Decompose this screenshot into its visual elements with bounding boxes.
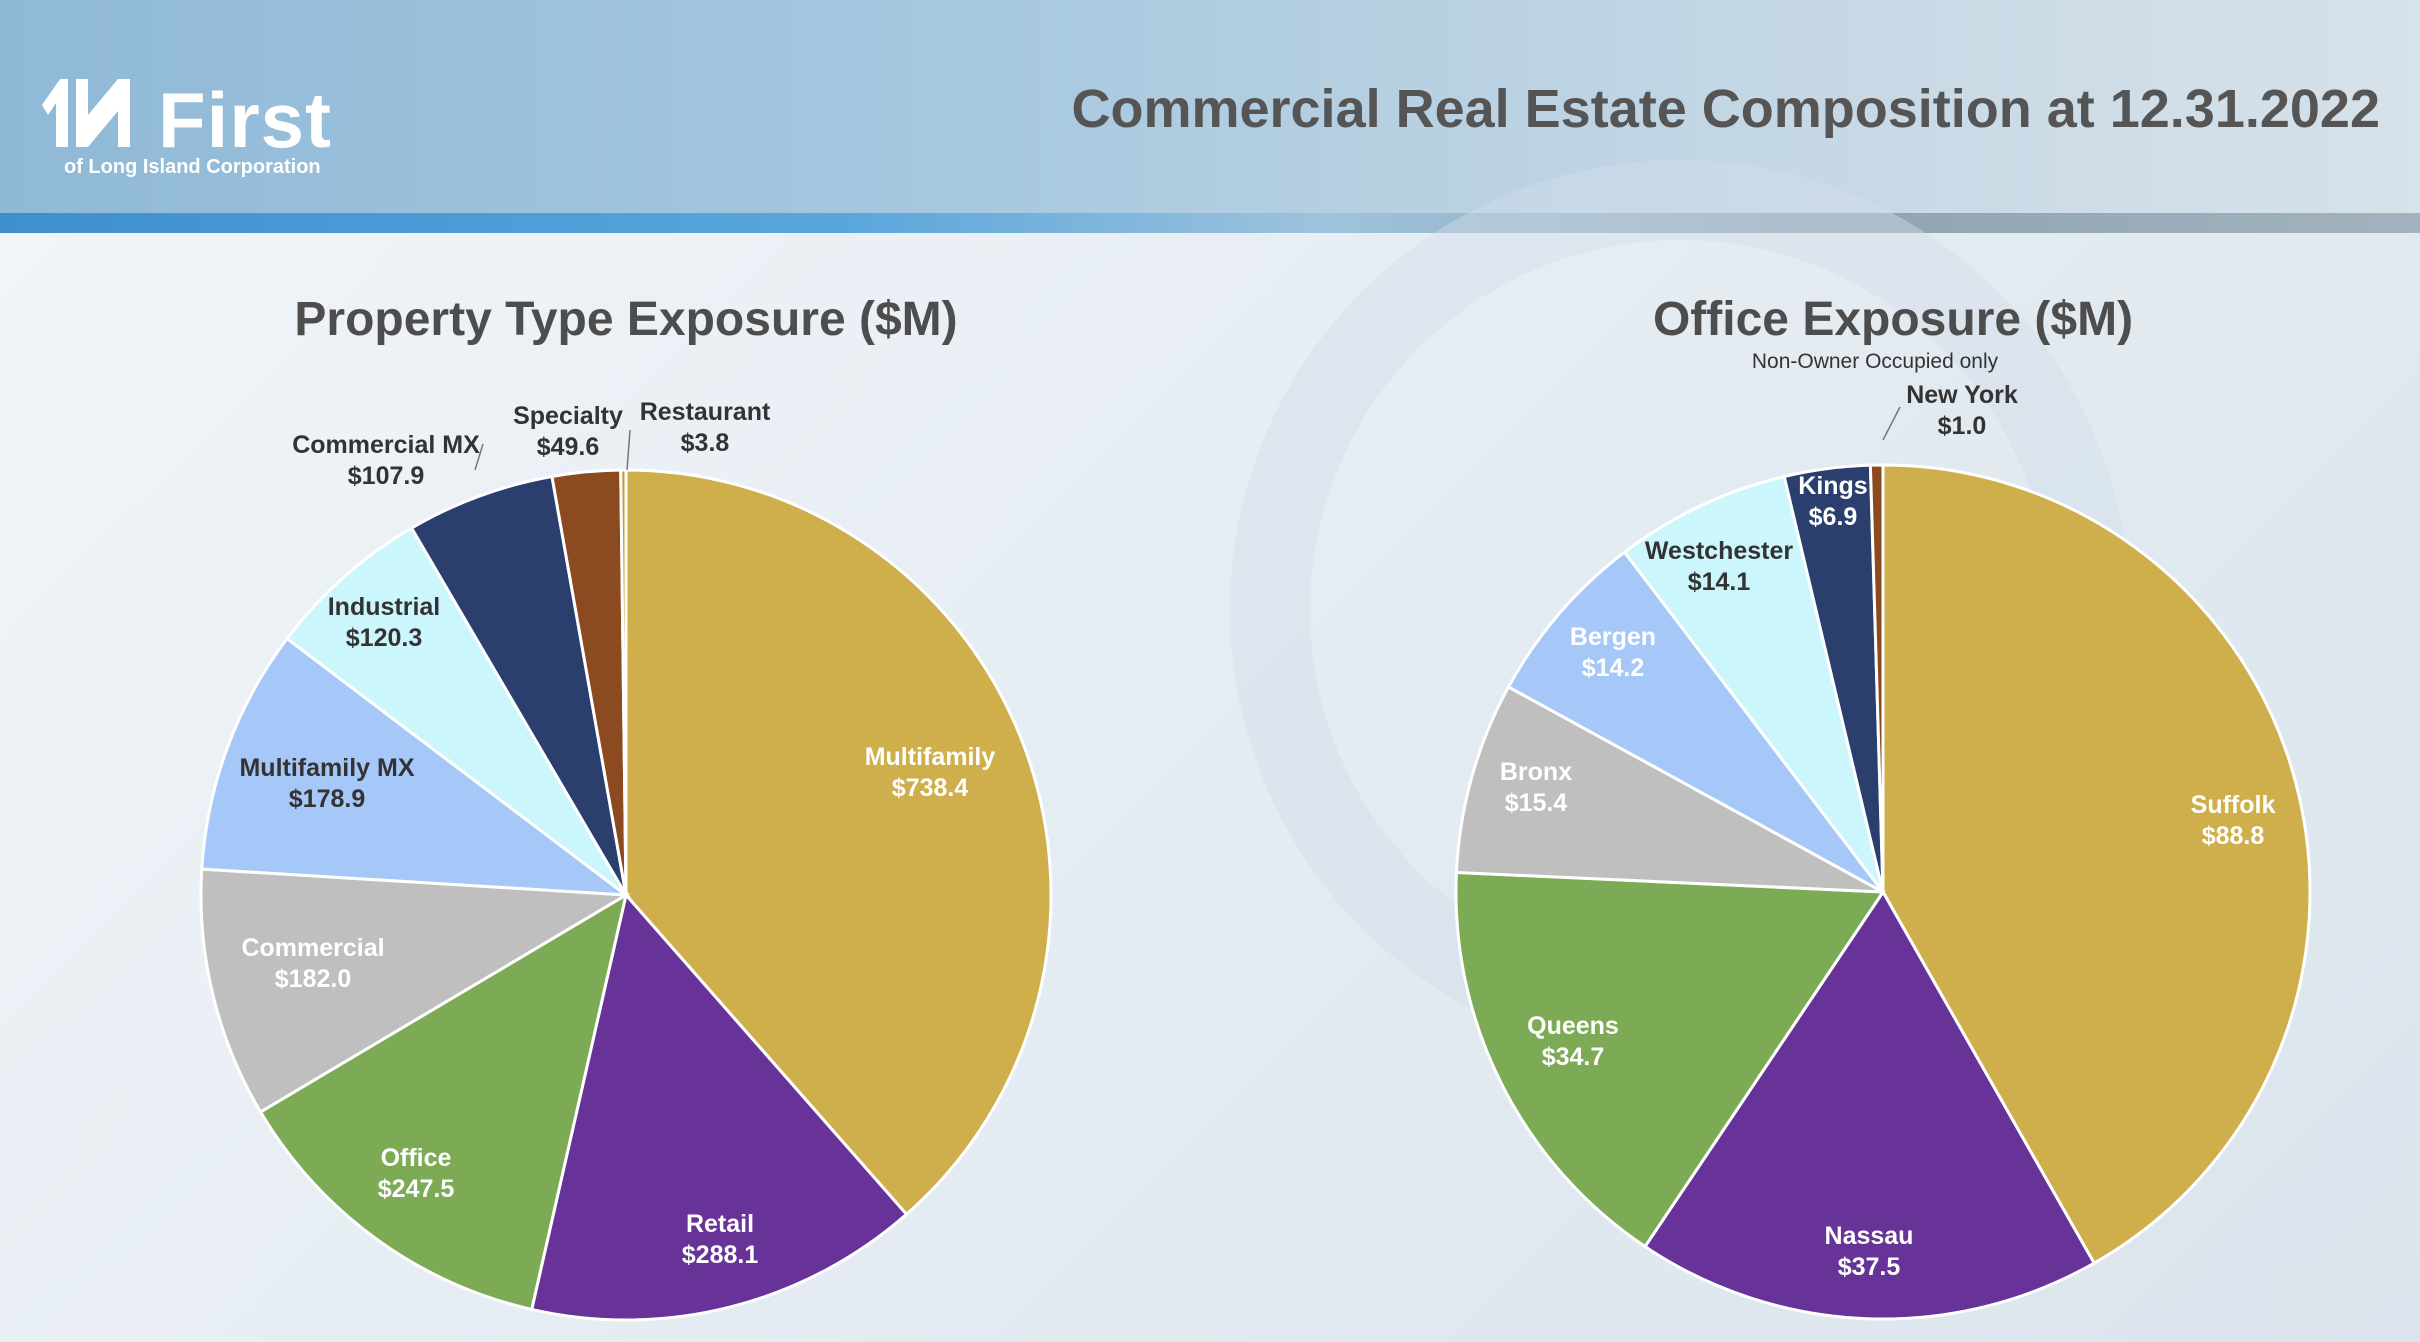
slice-label-westchester: Westchester — [1645, 537, 1793, 565]
slice-label-new-york: New York — [1906, 381, 2018, 409]
slice-value-industrial: $120.3 — [346, 624, 422, 652]
slice-value-retail: $288.1 — [682, 1241, 759, 1269]
chart-subtitle-office: Non-Owner Occupied only — [1751, 350, 1999, 373]
slice-value-kings: $6.9 — [1809, 503, 1858, 531]
leader-line-restaurant — [626, 429, 631, 471]
slice-value-multifamily: $738.4 — [892, 774, 969, 802]
logo-mark-icon — [42, 79, 130, 147]
slice-value-multifamily-mx: $178.9 — [289, 785, 365, 813]
slice-value-suffolk: $88.8 — [2202, 822, 2265, 850]
slice-value-office: $247.5 — [378, 1175, 455, 1203]
pie-slice-bronx — [1454, 684, 1884, 894]
slice-value-westchester: $14.1 — [1688, 568, 1751, 596]
logo-subtext: of Long Island Corporation — [64, 156, 321, 178]
chart-title-property-type: Property Type Exposure ($M) — [294, 293, 958, 346]
pie-slice-new-york — [1868, 463, 1885, 893]
pie-slice-industrial — [284, 526, 628, 897]
logo-text: First — [158, 76, 333, 164]
slice-label-queens: Queens — [1527, 1012, 1619, 1040]
slice-value-new-york: $1.0 — [1938, 412, 1987, 440]
slice-value-queens: $34.7 — [1542, 1043, 1605, 1071]
pie-slice-queens — [1454, 870, 1886, 1249]
slice-label-retail: Retail — [686, 1210, 754, 1238]
slice-label-industrial: Industrial — [328, 593, 441, 621]
slice-label-restaurant: Restaurant — [640, 398, 771, 426]
pie-slice-office — [258, 891, 629, 1312]
pie-slice-retail — [529, 891, 909, 1322]
slice-label-multifamily-mx: Multifamily MX — [239, 754, 414, 782]
slice-value-specialty: $49.6 — [537, 433, 600, 461]
slice-value-bergen: $14.2 — [1582, 654, 1645, 682]
pie-slice-multifamily — [624, 468, 1053, 1217]
slice-value-bronx: $15.4 — [1505, 789, 1568, 817]
slice-value-commercial: $182.0 — [275, 965, 351, 993]
slice-label-bergen: Bergen — [1570, 623, 1656, 651]
slice-label-nassau: Nassau — [1825, 1222, 1914, 1250]
pie-slice-nassau — [1642, 889, 2097, 1321]
slice-label-kings: Kings — [1798, 472, 1867, 500]
leader-line-commercial-mx — [474, 443, 484, 471]
slice-label-multifamily: Multifamily — [865, 743, 996, 771]
company-logo: First of Long Island Corporation — [38, 55, 338, 185]
pie-slice-bergen — [1506, 550, 1885, 894]
pie-slice-multifamily-mx — [200, 636, 631, 897]
slice-label-commercial-mx: Commercial MX — [292, 431, 480, 459]
pie-slice-commercial — [199, 867, 631, 1114]
slice-label-commercial: Commercial — [241, 934, 384, 962]
pie-slice-restaurant — [619, 468, 628, 896]
pie-chart-office: Suffolk $88.8 Nassau $37.5 Queens $34.7 Bronx $… — [1454, 381, 2312, 1321]
pie-slice-suffolk — [1881, 463, 2312, 1266]
slice-label-specialty: Specialty — [513, 402, 623, 430]
slice-value-commercial-mx: $107.9 — [348, 462, 424, 490]
slice-value-restaurant: $3.8 — [681, 429, 730, 457]
leader-line-new-york — [1882, 406, 1901, 441]
page-title: Commercial Real Estate Composition at 12… — [1071, 79, 2380, 139]
pie-slice-westchester — [1622, 474, 1885, 893]
slice-value-nassau: $37.5 — [1838, 1253, 1901, 1281]
chart-title-office: Office Exposure ($M) — [1652, 293, 2134, 346]
slice-label-office: Office — [381, 1144, 452, 1172]
header-banner — [0, 0, 2420, 213]
slice-label-suffolk: Suffolk — [2191, 791, 2276, 819]
pie-slice-commercial-mx — [409, 474, 628, 896]
pie-chart-property-type: Multifamily $738.4 Retail $288.1 Office $247.… — [199, 398, 1053, 1322]
slice-label-bronx: Bronx — [1500, 758, 1572, 786]
